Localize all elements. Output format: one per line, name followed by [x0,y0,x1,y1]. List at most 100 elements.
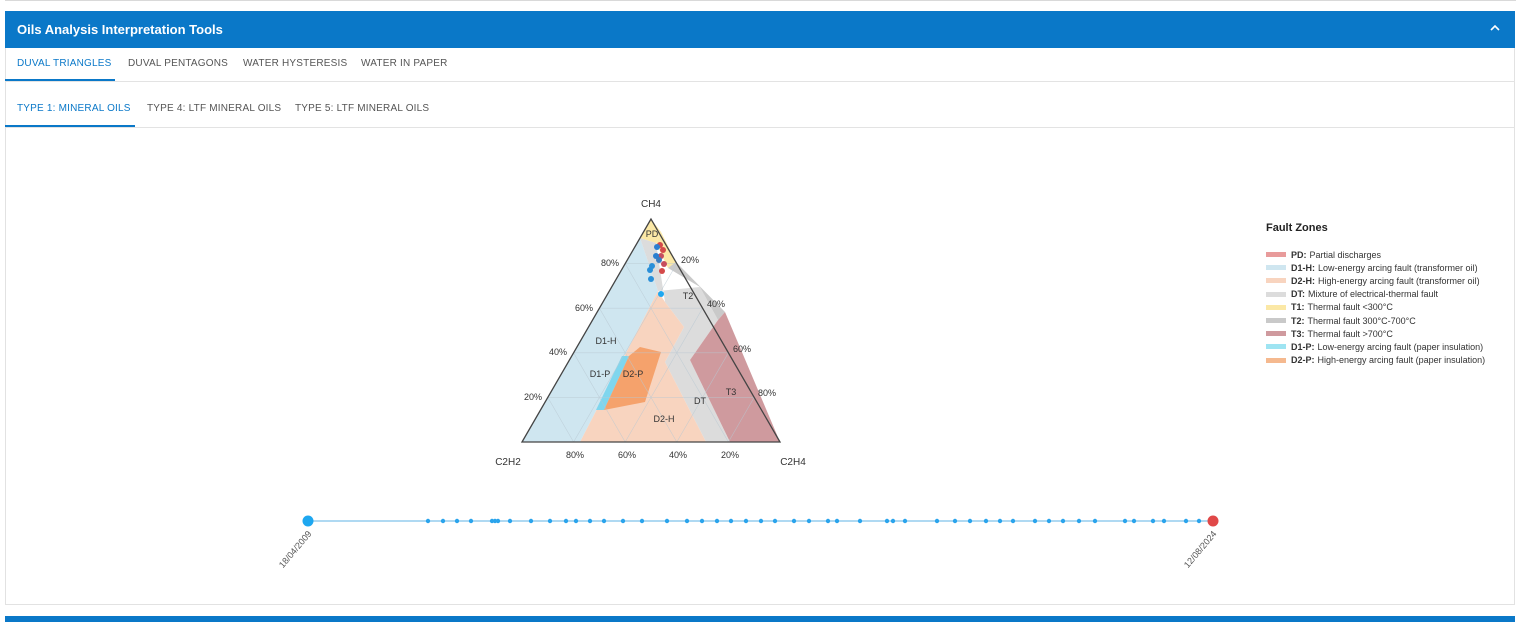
timeline-sample-dot[interactable] [1010,518,1016,524]
left-tick: 60% [575,303,593,313]
timeline-sample-dot[interactable] [952,518,958,524]
sample-point [656,257,662,263]
right-tick: 20% [681,255,699,265]
vertex-left-label: C2H2 [495,457,521,468]
left-tick: 20% [524,392,542,402]
subtab-type5[interactable]: TYPE 5: LTF MINERAL OILS [295,103,430,114]
sample-point [658,291,664,297]
legend-code: DT: [1291,289,1305,300]
timeline-sample-dot[interactable] [1076,518,1082,524]
legend-swatch [1266,278,1286,284]
tab-water-hysteresis[interactable]: WATER HYSTERESIS [243,58,348,69]
timeline-sample-dot[interactable] [997,518,1003,524]
legend-code: PD: [1291,249,1307,260]
timeline-sample-dot[interactable] [495,518,501,524]
zone-label-t2: T2 [683,291,694,301]
timeline-sample-dot[interactable] [1060,518,1066,524]
legend-text: Low-energy arcing fault (paper insulatio… [1317,341,1484,352]
legend-title: Fault Zones [1266,222,1328,234]
subtab-type4[interactable]: TYPE 4: LTF MINERAL OILS [147,103,282,114]
zone-label-d2p: D2-P [623,369,644,379]
timeline-sample-dot[interactable] [1131,518,1137,524]
timeline-sample-dot[interactable] [664,518,670,524]
timeline-sample-dot[interactable] [743,518,749,524]
legend-code: D1-H: [1291,262,1315,273]
tab-duval-pentagons[interactable]: DUVAL PENTAGONS [128,58,229,69]
timeline-start-handle[interactable] [302,515,314,527]
timeline-sample-dot[interactable] [601,518,607,524]
bottom-tick: 60% [618,450,636,460]
timeline-sample-dot[interactable] [699,518,705,524]
timeline-sample-dot[interactable] [587,518,593,524]
timeline-sample-dot[interactable] [573,518,579,524]
right-tick: 80% [758,388,776,398]
legend-item: PD: Partial discharges [1266,248,1485,261]
timeline-sample-dot[interactable] [791,518,797,524]
timeline-sample-dot[interactable] [1122,518,1128,524]
sample-point [654,244,660,250]
timeline-sample-dot[interactable] [884,518,890,524]
timeline-sample-dot[interactable] [528,518,534,524]
timeline-sample-dot[interactable] [440,518,446,524]
left-tick: 80% [601,258,619,268]
chevron-up-icon[interactable] [1487,20,1503,36]
timeline-sample-dot[interactable] [1046,518,1052,524]
bottom-tick: 40% [669,450,687,460]
sample-point [661,261,667,267]
zone-label-t3: T3 [726,387,737,397]
timeline-sample-dot[interactable] [1150,518,1156,524]
active-tab-indicator [5,79,115,81]
timeline-sample-dot[interactable] [857,518,863,524]
date-timeline[interactable]: 18/04/2009 12/08/2024 [277,515,1219,570]
legend-swatch [1266,265,1286,271]
zone-label-d1h: D1-H [595,336,616,346]
sample-point [648,276,654,282]
timeline-sample-dot[interactable] [758,518,764,524]
subtab-type1[interactable]: TYPE 1: MINERAL OILS [17,103,131,114]
timeline-sample-dot[interactable] [468,518,474,524]
zone-dt [640,238,730,442]
timeline-sample-dot[interactable] [1092,518,1098,524]
zone-d1p [596,356,629,410]
timeline-sample-dot[interactable] [834,518,840,524]
panel-header[interactable]: Oils Analysis Interpretation Tools [5,11,1515,48]
timeline-sample-dot[interactable] [967,518,973,524]
timeline-sample-dot[interactable] [454,518,460,524]
timeline-sample-dot[interactable] [1183,518,1189,524]
timeline-sample-dot[interactable] [425,518,431,524]
legend-code: T1: [1291,302,1305,313]
timeline-sample-dot[interactable] [684,518,690,524]
sample-point [660,247,666,253]
right-tick: 60% [733,344,751,354]
timeline-sample-dot[interactable] [772,518,778,524]
next-panel-header[interactable] [5,616,1515,622]
timeline-sample-dot[interactable] [714,518,720,524]
timeline-sample-dot[interactable] [934,518,940,524]
timeline-end-date: 12/08/2024 [1182,529,1219,570]
timeline-sample-dot[interactable] [547,518,553,524]
legend-text: High-energy arcing fault (paper insulati… [1317,355,1486,366]
timeline-sample-dot[interactable] [1196,518,1202,524]
timeline-end-handle[interactable] [1207,515,1219,527]
legend-item: D2-H: High-energy arcing fault (transform… [1266,274,1485,287]
timeline-sample-dot[interactable] [983,518,989,524]
timeline-sample-dot[interactable] [890,518,896,524]
timeline-sample-dot[interactable] [728,518,734,524]
legend-text: Mixture of electrical-thermal fault [1308,289,1439,300]
timeline-sample-dot[interactable] [507,518,513,524]
tab-water-in-paper[interactable]: WATER IN PAPER [361,58,448,69]
legend-code: D2-P: [1291,355,1315,366]
fault-zones-legend: Fault Zones PD: Partial discharges D1-H: Lo… [1266,222,1485,367]
timeline-sample-dot[interactable] [563,518,569,524]
timeline-sample-dot[interactable] [620,518,626,524]
timeline-sample-dot[interactable] [806,518,812,524]
legend-text: Low-energy arcing fault (transformer oil… [1318,262,1478,273]
tools-panel [5,11,1515,605]
timeline-sample-dot[interactable] [902,518,908,524]
timeline-sample-dot[interactable] [1032,518,1038,524]
tab-duval-triangles[interactable]: DUVAL TRIANGLES [17,58,112,69]
oil-type-tabs: TYPE 1: MINERAL OILS TYPE 4: LTF MINERAL… [5,82,1515,128]
timeline-sample-dot[interactable] [639,518,645,524]
timeline-sample-dot[interactable] [825,518,831,524]
timeline-sample-dot[interactable] [1161,518,1167,524]
